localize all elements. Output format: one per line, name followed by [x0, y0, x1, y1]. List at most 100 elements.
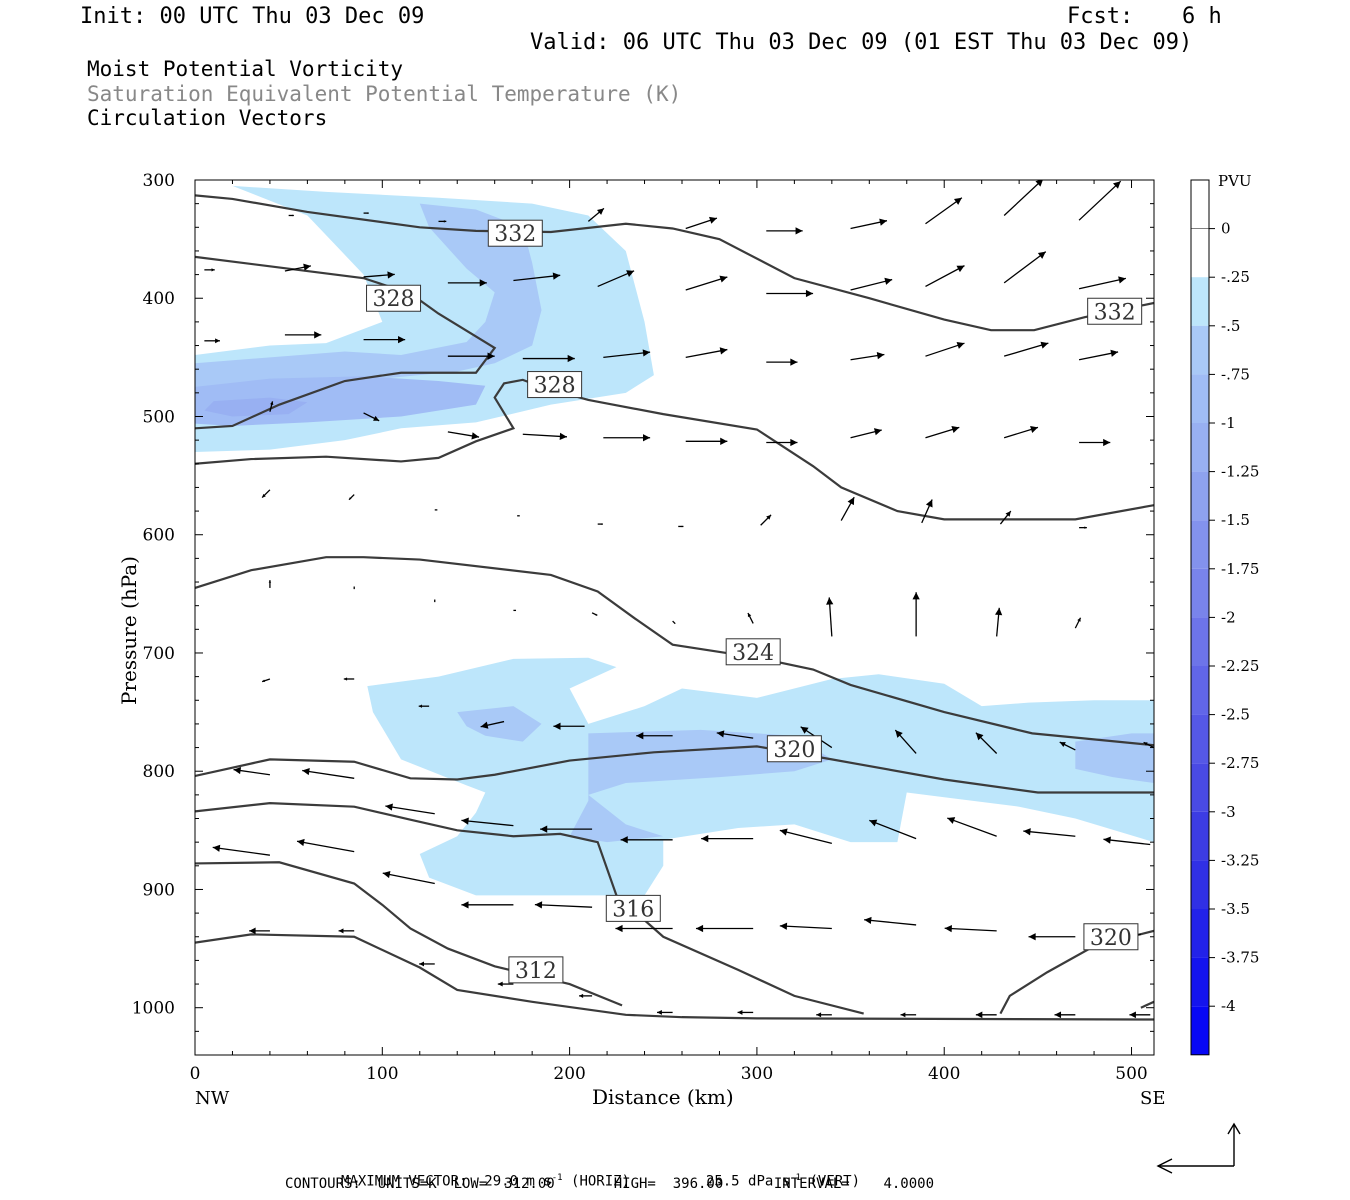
colorbar-label: -3	[1221, 803, 1236, 821]
svg-text:328: 328	[534, 374, 576, 399]
vector-61	[672, 620, 676, 625]
vector-108	[657, 1009, 673, 1015]
vector-20	[1003, 251, 1047, 284]
x-tick-label: 400	[928, 1064, 960, 1084]
vector-42	[925, 425, 960, 439]
vector-25	[447, 352, 495, 360]
colorbar-label: -2.25	[1221, 657, 1259, 675]
colorbar-label: -.5	[1221, 317, 1240, 335]
vector-60	[591, 612, 598, 616]
vector-28	[685, 347, 728, 359]
contour-label-328: 328	[366, 284, 422, 312]
svg-text:328: 328	[373, 287, 415, 312]
svg-text:324: 324	[732, 641, 774, 666]
vector-97	[695, 924, 754, 933]
vector-67	[261, 678, 271, 683]
vector-44	[1079, 438, 1111, 447]
vector-45	[261, 489, 271, 499]
x-end-left-label: NW	[195, 1088, 230, 1109]
colorbar-swatch	[1191, 374, 1209, 423]
vector-0	[204, 268, 215, 272]
vector-53	[921, 499, 933, 524]
field-title-theta: Saturation Equivalent Potential Temperat…	[87, 82, 682, 106]
vector-87	[869, 819, 917, 840]
x-tick-label: 200	[553, 1064, 585, 1084]
vector-56	[268, 580, 272, 588]
vector-105	[419, 961, 435, 967]
y-tick-label: 800	[143, 762, 175, 782]
vector-8	[587, 207, 605, 222]
forecast-hour: 6 h	[1182, 4, 1222, 29]
colorbar-label: -1.75	[1221, 560, 1259, 578]
vector-85	[701, 834, 754, 843]
vector-110	[816, 1012, 832, 1018]
vector-93	[382, 870, 435, 885]
vector-16	[685, 275, 728, 291]
vert-max: 25.5 dPa s	[705, 1173, 791, 1190]
forecast-label: Fcst:	[1067, 4, 1134, 29]
vector-79	[233, 766, 271, 776]
y-tick-label: 600	[143, 526, 175, 546]
vector-78	[1143, 741, 1154, 749]
vector-96	[615, 924, 673, 933]
vector-104	[338, 928, 355, 934]
max-vector-label: MAXIMUM VECTOR:	[341, 1173, 468, 1190]
vector-114	[1129, 1011, 1151, 1019]
colorbar-swatch	[1191, 617, 1209, 666]
y-axis-label: Pressure (hPa)	[117, 556, 141, 705]
reference-vector-icon	[1156, 1122, 1241, 1174]
vector-92	[296, 838, 355, 853]
x-tick-label: 100	[366, 1064, 398, 1084]
vector-109	[737, 1009, 754, 1015]
pv-region-5	[457, 706, 542, 742]
vector-10	[766, 227, 803, 235]
vector-66	[1074, 617, 1082, 629]
colorbar-swatch	[1191, 714, 1209, 764]
svg-text:320: 320	[773, 738, 815, 763]
x-tick-label: 300	[741, 1064, 773, 1084]
vector-112	[975, 1011, 997, 1019]
colorbar-swatch	[1191, 325, 1209, 375]
vector-68	[343, 677, 355, 681]
y-tick-label: 500	[143, 407, 175, 427]
contour-label-328: 328	[527, 371, 583, 399]
colorbar-label: -1.25	[1221, 463, 1259, 481]
y-tick-label: 300	[143, 171, 175, 191]
vector-39	[685, 437, 728, 445]
colorbar-unit: PVU	[1218, 172, 1252, 190]
vector-113	[1054, 1011, 1076, 1019]
plot-frame	[194, 179, 1155, 1056]
vector-7	[438, 220, 447, 223]
contour-320-4	[195, 745, 1154, 794]
colorbar-label: -3.75	[1221, 949, 1259, 967]
vector-98	[779, 922, 832, 930]
vector-90	[1103, 836, 1151, 846]
vector-70	[480, 720, 505, 729]
colorbar-swatch	[1191, 666, 1209, 715]
svg-text:316: 316	[612, 897, 654, 922]
vector-51	[760, 514, 772, 526]
contour-label-332: 332	[1087, 297, 1143, 325]
vector-64	[912, 592, 920, 637]
contour-label-316: 316	[605, 894, 661, 922]
max-vector-line: MAXIMUM VECTOR: 29.0 m s-1 (HORIZ) 25.5 …	[341, 1173, 861, 1190]
vector-88	[947, 817, 997, 837]
vector-29	[766, 358, 798, 366]
init-time: Init: 00 UTC Thu 03 Dec 09	[80, 4, 425, 29]
vector-15	[597, 270, 635, 288]
vector-63	[826, 597, 834, 637]
vector-22	[204, 338, 220, 344]
valid-time: Valid: 06 UTC Thu 03 Dec 09 (01 EST Thu …	[530, 30, 1193, 55]
horiz-max: 29.0 m s	[484, 1173, 552, 1190]
vector-49	[597, 523, 603, 525]
vector-72	[636, 732, 673, 740]
vector-19	[925, 265, 965, 287]
field-title-pv: Moist Potential Vorticity	[87, 57, 404, 81]
vector-5	[288, 214, 294, 217]
vector-52	[840, 496, 855, 521]
colorbar-label: 0	[1221, 220, 1231, 238]
vector-38	[603, 434, 651, 442]
vector-11	[850, 218, 888, 230]
colorbar-label: -.75	[1221, 365, 1250, 383]
